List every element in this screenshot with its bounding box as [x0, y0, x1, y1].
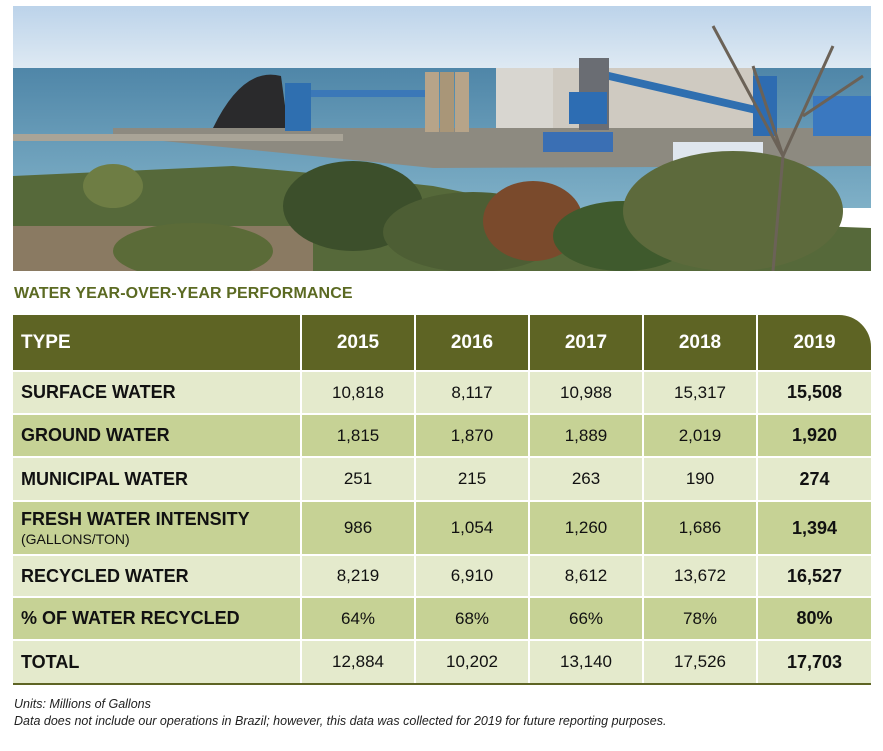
- row-sublabel: (GALLONS/TON): [21, 531, 130, 547]
- table-cell: 78%: [643, 596, 758, 640]
- column-header: TYPE: [13, 315, 302, 371]
- table-row: TOTAL 12,884 10,202 13,140 17,526 17,703: [13, 639, 871, 685]
- table-cell: 1,889: [529, 413, 644, 457]
- table-row: % OF WATER RECYCLED 64% 68% 66% 78% 80%: [13, 596, 871, 640]
- table-cell: 16,527: [757, 554, 871, 597]
- column-header: 2018: [643, 315, 758, 371]
- table-cell: 17,526: [643, 639, 758, 685]
- table-cell: 8,117: [415, 370, 530, 414]
- row-label: FRESH WATER INTENSITY (GALLONS/TON): [13, 500, 302, 555]
- table-cell: 986: [301, 500, 416, 555]
- row-label: RECYCLED WATER: [13, 554, 302, 597]
- disclaimer-note: Data does not include our operations in …: [14, 714, 667, 728]
- table-row: RECYCLED WATER 8,219 6,910 8,612 13,672 …: [13, 554, 871, 597]
- column-header: 2017: [529, 315, 644, 371]
- row-label: GROUND WATER: [13, 413, 302, 457]
- table-cell: 215: [415, 456, 530, 501]
- table-cell: 17,703: [757, 639, 871, 685]
- table-cell: 10,818: [301, 370, 416, 414]
- table-cell: 13,140: [529, 639, 644, 685]
- row-label: MUNICIPAL WATER: [13, 456, 302, 501]
- table-cell: 1,870: [415, 413, 530, 457]
- table-row: SURFACE WATER 10,818 8,117 10,988 15,317…: [13, 370, 871, 414]
- table-cell: 1,260: [529, 500, 644, 555]
- table-cell: 1,686: [643, 500, 758, 555]
- table-cell: 64%: [301, 596, 416, 640]
- footnotes: Units: Millions of Gallons Data does not…: [14, 696, 666, 730]
- row-label-text: FRESH WATER INTENSITY: [21, 509, 250, 529]
- units-note: Units: Millions of Gallons: [14, 697, 151, 711]
- table-cell: 8,612: [529, 554, 644, 597]
- table-row: FRESH WATER INTENSITY (GALLONS/TON) 986 …: [13, 500, 871, 555]
- column-header: 2016: [415, 315, 530, 371]
- table-cell: 1,920: [757, 413, 871, 457]
- table-cell: 15,508: [757, 370, 871, 414]
- section-title: WATER YEAR-OVER-YEAR PERFORMANCE: [14, 285, 353, 302]
- column-header: 2019: [757, 315, 871, 371]
- water-performance-table: TYPE 2015 2016 2017 2018 2019 SURFACE WA…: [13, 315, 871, 685]
- row-label: SURFACE WATER: [13, 370, 302, 414]
- table-cell: 12,884: [301, 639, 416, 685]
- row-label: % OF WATER RECYCLED: [13, 596, 302, 640]
- table-cell: 251: [301, 456, 416, 501]
- table-cell: 1,815: [301, 413, 416, 457]
- table-cell: 1,394: [757, 500, 871, 555]
- column-header: 2015: [301, 315, 416, 371]
- table-cell: 68%: [415, 596, 530, 640]
- table-cell: 15,317: [643, 370, 758, 414]
- table-cell: 80%: [757, 596, 871, 640]
- table-cell: 274: [757, 456, 871, 501]
- table-cell: 13,672: [643, 554, 758, 597]
- facility-photo: [13, 6, 871, 271]
- table-cell: 6,910: [415, 554, 530, 597]
- table-cell: 2,019: [643, 413, 758, 457]
- table-cell: 66%: [529, 596, 644, 640]
- table-row: MUNICIPAL WATER 251 215 263 190 274: [13, 456, 871, 501]
- table-cell: 190: [643, 456, 758, 501]
- row-label: TOTAL: [13, 639, 302, 685]
- table-cell: 10,988: [529, 370, 644, 414]
- table-header-row: TYPE 2015 2016 2017 2018 2019: [13, 315, 871, 371]
- table-cell: 263: [529, 456, 644, 501]
- table-cell: 1,054: [415, 500, 530, 555]
- table-row: GROUND WATER 1,815 1,870 1,889 2,019 1,9…: [13, 413, 871, 457]
- table-cell: 10,202: [415, 639, 530, 685]
- table-cell: 8,219: [301, 554, 416, 597]
